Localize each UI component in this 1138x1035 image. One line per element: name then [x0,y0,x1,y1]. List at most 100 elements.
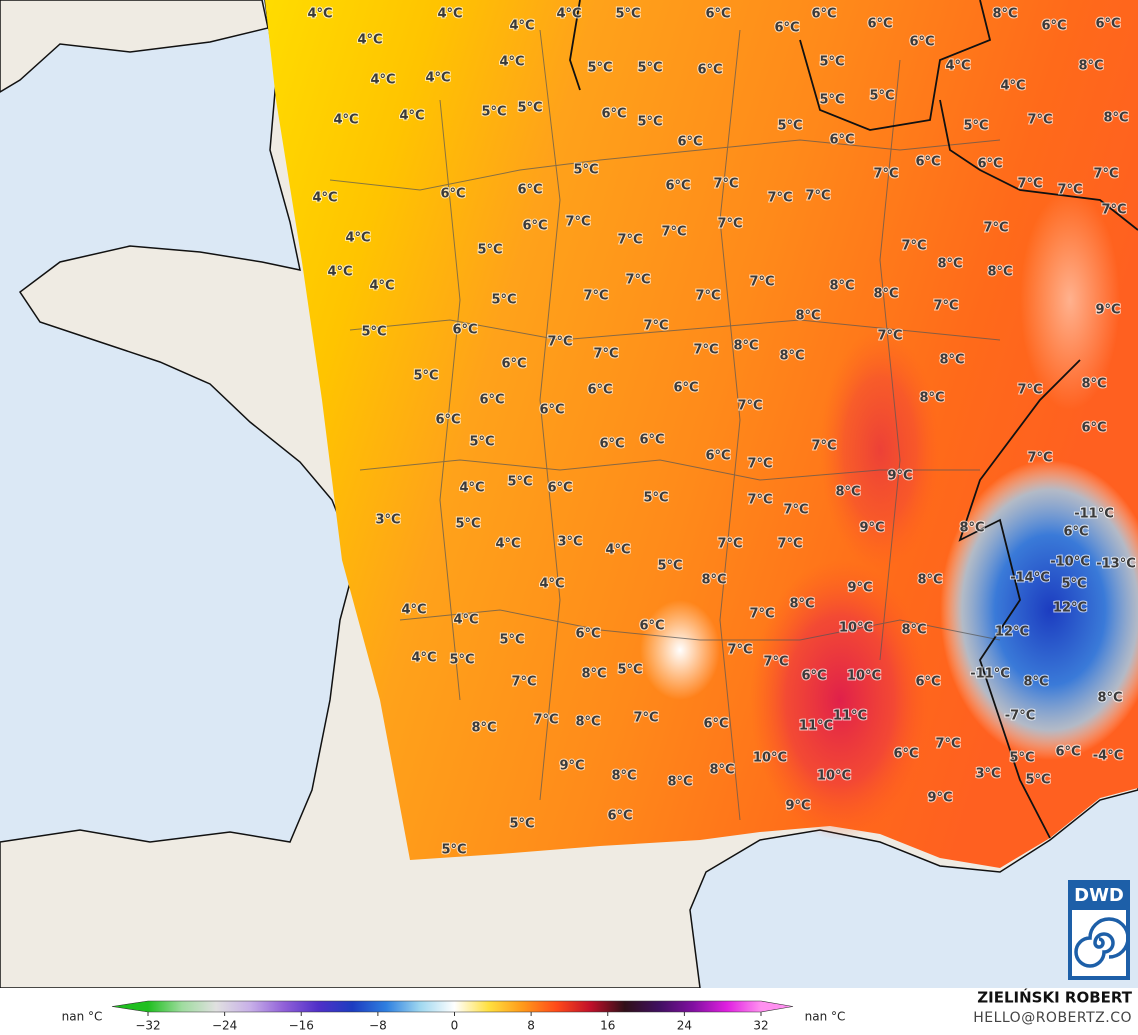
temperature-label: 4°C [357,33,382,48]
temperature-label: 12°C [995,625,1029,640]
temperature-label: 5°C [637,115,662,130]
temperature-label: 8°C [917,573,942,588]
temperature-label: 7°C [661,225,686,240]
temperature-label: 7°C [547,335,572,350]
temperature-label: 6°C [665,179,690,194]
temperature-label: 5°C [481,105,506,120]
temperature-label: 8°C [987,265,1012,280]
temperature-label: 5°C [637,61,662,76]
temperature-label: 6°C [1041,19,1066,34]
temperature-label: 6°C [697,63,722,78]
temperature-label: 8°C [873,287,898,302]
temperature-label: 7°C [533,713,558,728]
temperature-label: 6°C [1081,421,1106,436]
temperature-label: 5°C [469,435,494,450]
temperature-label: -14°C [1010,571,1050,586]
temperature-label: 9°C [559,759,584,774]
temperature-label: 7°C [617,233,642,248]
temperature-label: 5°C [819,55,844,70]
temperature-label: 8°C [789,597,814,612]
temperature-label: 4°C [437,7,462,22]
temperature-label: 5°C [455,517,480,532]
logo-text: DWD [1074,885,1124,906]
temperature-label: 4°C [345,231,370,246]
temperature-label: 5°C [499,633,524,648]
temperature-label: 7°C [643,319,668,334]
colorbar-tick-label: 32 [753,1019,768,1033]
temperature-label: 9°C [887,469,912,484]
temperature-label: 4°C [327,265,352,280]
temperature-label: 4°C [411,651,436,666]
temperature-label: 8°C [1103,111,1128,126]
temperature-label: 7°C [633,711,658,726]
temperature-label: 4°C [495,537,520,552]
temperature-label: 8°C [1023,675,1048,690]
temperature-label: 7°C [695,289,720,304]
colorbar-tick-label: 24 [677,1019,692,1033]
temperature-label: 8°C [959,521,984,536]
temperature-label: 7°C [749,275,774,290]
temperature-label: 5°C [1009,751,1034,766]
temperature-label: 4°C [312,191,337,206]
temperature-label: 8°C [733,339,758,354]
temperature-label: 7°C [777,537,802,552]
temperature-label: 4°C [509,19,534,34]
temperature-label: 7°C [565,215,590,230]
temperature-label: 9°C [859,521,884,536]
temperature-label: 7°C [1093,167,1118,182]
temperature-label: -11°C [1074,507,1114,522]
temperature-label: 7°C [933,299,958,314]
temperature-label: 3°C [375,513,400,528]
temperature-label: 6°C [479,393,504,408]
temperature-label: 12°C [1053,601,1087,616]
temperature-label: 7°C [983,221,1008,236]
temperature-label: 5°C [615,7,640,22]
borders [329,29,1001,821]
cold-area [940,460,1138,760]
colorbar-tick-label: −8 [369,1019,387,1033]
temperature-label: 6°C [673,381,698,396]
temperature-label: 10°C [839,621,873,636]
temperature-label: 5°C [509,817,534,832]
temperature-label: 6°C [601,107,626,122]
temperature-label: 4°C [556,7,581,22]
temperature-label: 7°C [1101,203,1126,218]
temperature-label: 7°C [783,503,808,518]
temperature-label: 7°C [727,643,752,658]
temperature-label: 7°C [747,493,772,508]
temperature-label: 5°C [869,89,894,104]
temperature-label: 4°C [459,481,484,496]
cold-area [640,600,720,700]
temperature-label: 7°C [593,347,618,362]
temperature-label: 9°C [785,799,810,814]
temperature-label: 5°C [361,325,386,340]
temperature-label: -13°C [1096,557,1136,572]
temperature-label: 11°C [833,709,867,724]
temperature-label: 8°C [667,775,692,790]
temperature-label: 4°C [945,59,970,74]
temperature-label: 6°C [599,437,624,452]
temperature-label: 6°C [774,21,799,36]
temperature-label: 7°C [1027,113,1052,128]
colorbar-tick-label: −16 [289,1019,314,1033]
temperature-label: 8°C [939,353,964,368]
temperature-label: 8°C [1097,691,1122,706]
credit-author: ZIELIŃSKI ROBERT [977,988,1132,1007]
temperature-label: 7°C [763,655,788,670]
temperature-label: 8°C [919,391,944,406]
temperature-label: 5°C [587,61,612,76]
temperature-label: 10°C [847,669,881,684]
temperature-label: 6°C [811,7,836,22]
temperature-label: 7°C [1027,451,1052,466]
temperature-label: 5°C [517,101,542,116]
temperature-label: 8°C [937,257,962,272]
temperature-label: 7°C [1057,183,1082,198]
temperature-label: 4°C [333,113,358,128]
temperature-label: 4°C [307,7,332,22]
logo-swirl [1074,917,1130,968]
temperature-label: 7°C [1017,383,1042,398]
temperature-label: 6°C [677,135,702,150]
temperature-label: 6°C [639,619,664,634]
temperature-label: 6°C [575,627,600,642]
temperature-label: 7°C [583,289,608,304]
